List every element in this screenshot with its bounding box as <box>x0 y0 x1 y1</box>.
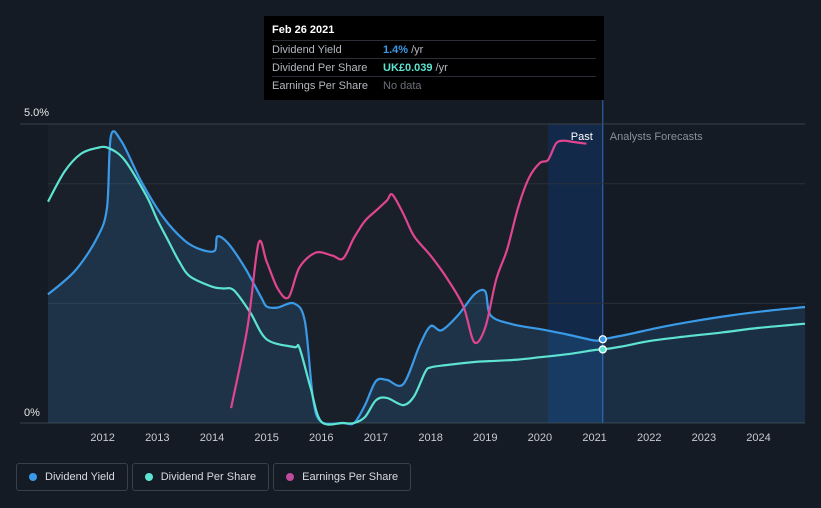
tooltip-unit: /yr <box>435 61 448 74</box>
tooltip-value: 1.4% <box>383 43 409 56</box>
tooltip-label: Dividend Yield <box>272 43 342 56</box>
dividend-yield-area <box>48 131 805 425</box>
tooltip-unit: /yr <box>411 43 424 56</box>
x-tick-label: 2016 <box>309 432 333 444</box>
past-label: Past <box>571 131 593 143</box>
legend: Dividend Yield Dividend Per Share Earnin… <box>16 463 412 491</box>
x-tick-label: 2019 <box>473 432 497 444</box>
legend-label: Earnings Per Share <box>302 471 399 483</box>
x-tick-label: 2013 <box>145 432 169 444</box>
legend-item-dividend-yield[interactable]: Dividend Yield <box>16 463 128 491</box>
x-tick-label: 2023 <box>692 432 716 444</box>
tooltip: Feb 26 2021 Dividend Yield 1.4% /yr Divi… <box>264 16 604 100</box>
tooltip-date: Feb 26 2021 <box>272 24 335 36</box>
dividend-per-share-marker <box>598 345 607 354</box>
tooltip-row-dividend-yield: Dividend Yield 1.4% /yr <box>272 40 596 58</box>
tooltip-value: UK£0.039 <box>383 61 433 74</box>
dividend-per-share-line <box>47 145 806 426</box>
tooltip-row-earnings-per-share: Earnings Per Share No data <box>272 76 596 94</box>
legend-dot-icon <box>286 473 295 481</box>
tooltip-row-dividend-per-share: Dividend Per Share UK£0.039 /yr <box>272 58 596 76</box>
forecast-label: Analysts Forecasts <box>610 131 703 143</box>
legend-item-earnings-per-share[interactable]: Earnings Per Share <box>273 463 412 491</box>
legend-item-dividend-per-share[interactable]: Dividend Per Share <box>131 463 270 491</box>
y-axis-top-label: 5.0% <box>24 107 49 119</box>
tooltip-label: Dividend Per Share <box>272 61 368 74</box>
tooltip-value: No data <box>383 79 422 92</box>
earnings-per-share-line <box>230 139 587 409</box>
x-tick-label: 2012 <box>90 432 114 444</box>
x-tick-label: 2017 <box>364 432 388 444</box>
x-tick-label: 2021 <box>582 432 606 444</box>
legend-dot-icon <box>144 473 153 481</box>
legend-label: Dividend Per Share <box>160 471 257 483</box>
y-axis-bottom-label: 0% <box>24 407 40 419</box>
past-region <box>48 124 603 423</box>
x-tick-label: 2022 <box>637 432 661 444</box>
dividend-yield-marker <box>598 335 607 344</box>
x-tick-label: 2018 <box>418 432 442 444</box>
x-tick-label: 2020 <box>528 432 552 444</box>
legend-dot-icon <box>29 473 37 481</box>
x-tick-label: 2014 <box>200 432 224 444</box>
x-tick-label: 2015 <box>254 432 278 444</box>
tooltip-label: Earnings Per Share <box>272 79 368 92</box>
legend-label: Dividend Yield <box>45 471 115 483</box>
highlight-region <box>548 124 603 423</box>
x-tick-label: 2024 <box>746 432 770 444</box>
